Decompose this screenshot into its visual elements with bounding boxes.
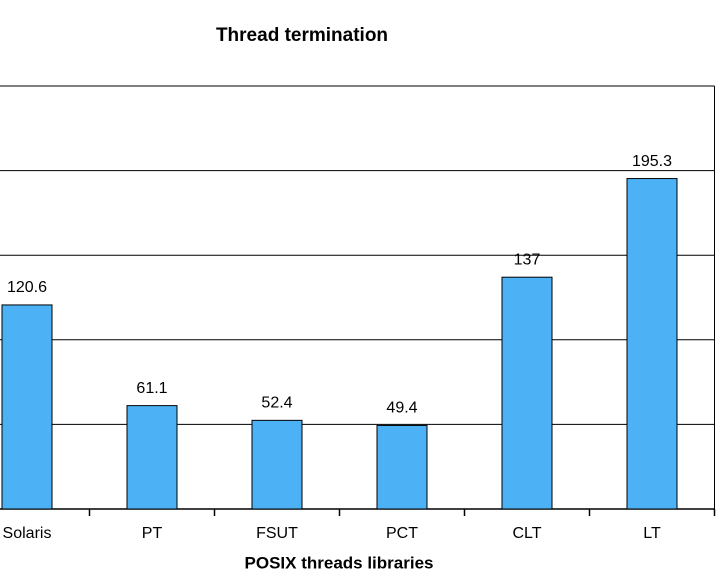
x-tick-label: PCT [386, 525, 418, 542]
x-tick-label: Solaris [3, 525, 52, 542]
x-tick-label: PT [142, 525, 163, 542]
bar [126, 405, 178, 510]
data-label: 49.4 [386, 400, 417, 417]
x-tick-label: FSUT [256, 525, 298, 542]
x-tick-label: CLT [512, 525, 541, 542]
bar [1, 304, 53, 510]
x-axis-title: POSIX threads libraries [245, 553, 434, 572]
data-label: 195.3 [632, 153, 672, 170]
data-label: 137 [514, 251, 541, 268]
bar [626, 178, 678, 510]
bar [251, 419, 303, 510]
data-label: 61.1 [136, 380, 167, 397]
data-label: 52.4 [261, 395, 292, 412]
data-label: 120.6 [7, 279, 47, 296]
bar [501, 276, 553, 510]
chart-title: Thread termination [216, 25, 388, 46]
bar [376, 424, 428, 510]
x-tick-label: LT [643, 525, 661, 542]
